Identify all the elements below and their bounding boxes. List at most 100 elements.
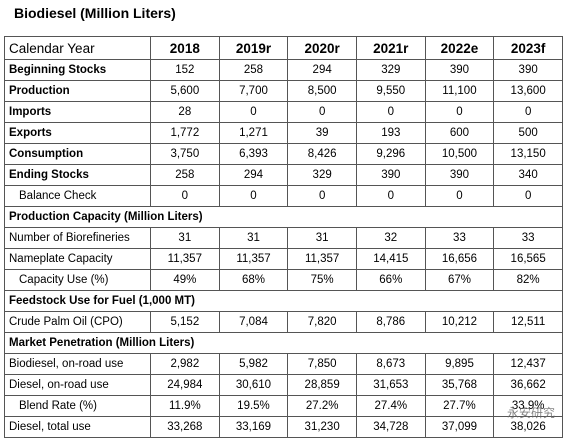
cell: 0 bbox=[356, 102, 425, 123]
section-label: Production Capacity (Million Liters) bbox=[5, 207, 563, 228]
cell: 500 bbox=[494, 123, 563, 144]
cell: 16,656 bbox=[425, 249, 494, 270]
cell: 27.7% bbox=[425, 396, 494, 417]
cell: 11.9% bbox=[151, 396, 220, 417]
cell: 0 bbox=[288, 102, 357, 123]
cell: 0 bbox=[288, 186, 357, 207]
cell: 9,550 bbox=[356, 81, 425, 102]
cell: 390 bbox=[494, 60, 563, 81]
cell: 27.4% bbox=[356, 396, 425, 417]
cell: 68% bbox=[219, 270, 288, 291]
cell: 39 bbox=[288, 123, 357, 144]
cell: 75% bbox=[288, 270, 357, 291]
row-label: Number of Biorefineries bbox=[5, 228, 151, 249]
section-label: Market Penetration (Million Liters) bbox=[5, 333, 563, 354]
cell: 0 bbox=[219, 102, 288, 123]
cell: 35,768 bbox=[425, 375, 494, 396]
row-label: Beginning Stocks bbox=[5, 60, 151, 81]
cell: 294 bbox=[219, 165, 288, 186]
title: Biodiesel (Million Liters) bbox=[14, 5, 176, 21]
cell: 5,982 bbox=[219, 354, 288, 375]
cell: 8,786 bbox=[356, 312, 425, 333]
cell: 24,984 bbox=[151, 375, 220, 396]
row-label: Crude Palm Oil (CPO) bbox=[5, 312, 151, 333]
cell: 8,673 bbox=[356, 354, 425, 375]
column-header: 2018 bbox=[151, 37, 220, 60]
cell: 8,426 bbox=[288, 144, 357, 165]
row-label: Ending Stocks bbox=[5, 165, 151, 186]
cell: 0 bbox=[356, 186, 425, 207]
cell: 27.2% bbox=[288, 396, 357, 417]
row-label: Production bbox=[5, 81, 151, 102]
cell: 10,500 bbox=[425, 144, 494, 165]
cell: 12,437 bbox=[494, 354, 563, 375]
cell: 10,212 bbox=[425, 312, 494, 333]
cell: 31 bbox=[288, 228, 357, 249]
cell: 0 bbox=[219, 186, 288, 207]
column-header: 2022e bbox=[425, 37, 494, 60]
cell: 36,662 bbox=[494, 375, 563, 396]
cell: 28,859 bbox=[288, 375, 357, 396]
cell: 11,357 bbox=[219, 249, 288, 270]
cell: 33,268 bbox=[151, 417, 220, 438]
column-header: 2020r bbox=[288, 37, 357, 60]
cell: 1,772 bbox=[151, 123, 220, 144]
cell: 3,750 bbox=[151, 144, 220, 165]
cell: 11,357 bbox=[288, 249, 357, 270]
cell: 16,565 bbox=[494, 249, 563, 270]
cell: 258 bbox=[151, 165, 220, 186]
cell: 193 bbox=[356, 123, 425, 144]
cell: 5,600 bbox=[151, 81, 220, 102]
row-label: Capacity Use (%) bbox=[5, 270, 151, 291]
cell: 6,393 bbox=[219, 144, 288, 165]
cell: 67% bbox=[425, 270, 494, 291]
data-row: Blend Rate (%)11.9%19.5%27.2%27.4%27.7%3… bbox=[5, 396, 563, 417]
cell: 37,099 bbox=[425, 417, 494, 438]
cell: 28 bbox=[151, 102, 220, 123]
cell: 32 bbox=[356, 228, 425, 249]
cell: 33 bbox=[425, 228, 494, 249]
section-row: Feedstock Use for Fuel (1,000 MT) bbox=[5, 291, 563, 312]
row-label: Exports bbox=[5, 123, 151, 144]
column-header: 2021r bbox=[356, 37, 425, 60]
cell: 1,271 bbox=[219, 123, 288, 144]
cell: 12,511 bbox=[494, 312, 563, 333]
column-header: 2019r bbox=[219, 37, 288, 60]
cell: 66% bbox=[356, 270, 425, 291]
cell: 11,357 bbox=[151, 249, 220, 270]
cell: 7,820 bbox=[288, 312, 357, 333]
cell: 7,084 bbox=[219, 312, 288, 333]
cell: 31 bbox=[219, 228, 288, 249]
section-label: Feedstock Use for Fuel (1,000 MT) bbox=[5, 291, 563, 312]
cell: 19.5% bbox=[219, 396, 288, 417]
row-label: Diesel, total use bbox=[5, 417, 151, 438]
cell: 11,100 bbox=[425, 81, 494, 102]
row-label: Balance Check bbox=[5, 186, 151, 207]
cell: 0 bbox=[494, 186, 563, 207]
cell: 152 bbox=[151, 60, 220, 81]
cell: 31,653 bbox=[356, 375, 425, 396]
cell: 13,600 bbox=[494, 81, 563, 102]
row-label: Consumption bbox=[5, 144, 151, 165]
cell: 33,169 bbox=[219, 417, 288, 438]
cell: 8,500 bbox=[288, 81, 357, 102]
cell: 30,610 bbox=[219, 375, 288, 396]
cell: 7,700 bbox=[219, 81, 288, 102]
row-label: Imports bbox=[5, 102, 151, 123]
cell: 294 bbox=[288, 60, 357, 81]
cell: 13,150 bbox=[494, 144, 563, 165]
